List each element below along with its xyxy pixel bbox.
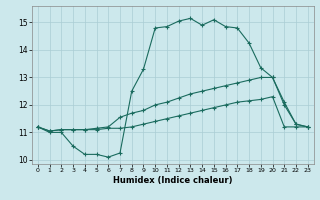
X-axis label: Humidex (Indice chaleur): Humidex (Indice chaleur) — [113, 176, 233, 185]
